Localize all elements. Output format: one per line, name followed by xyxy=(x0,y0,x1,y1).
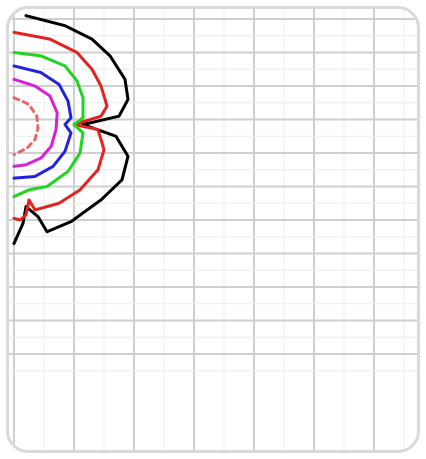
series-line-3 xyxy=(12,51,85,199)
series-group xyxy=(12,14,130,245)
series-line-6 xyxy=(12,96,40,157)
chart-frame xyxy=(6,6,420,453)
series-line-5 xyxy=(12,77,59,168)
series-line-2 xyxy=(12,30,109,222)
series-line-1 xyxy=(12,14,130,245)
contour-chart xyxy=(9,9,417,450)
grid xyxy=(9,9,417,450)
series-line-4 xyxy=(12,64,73,180)
